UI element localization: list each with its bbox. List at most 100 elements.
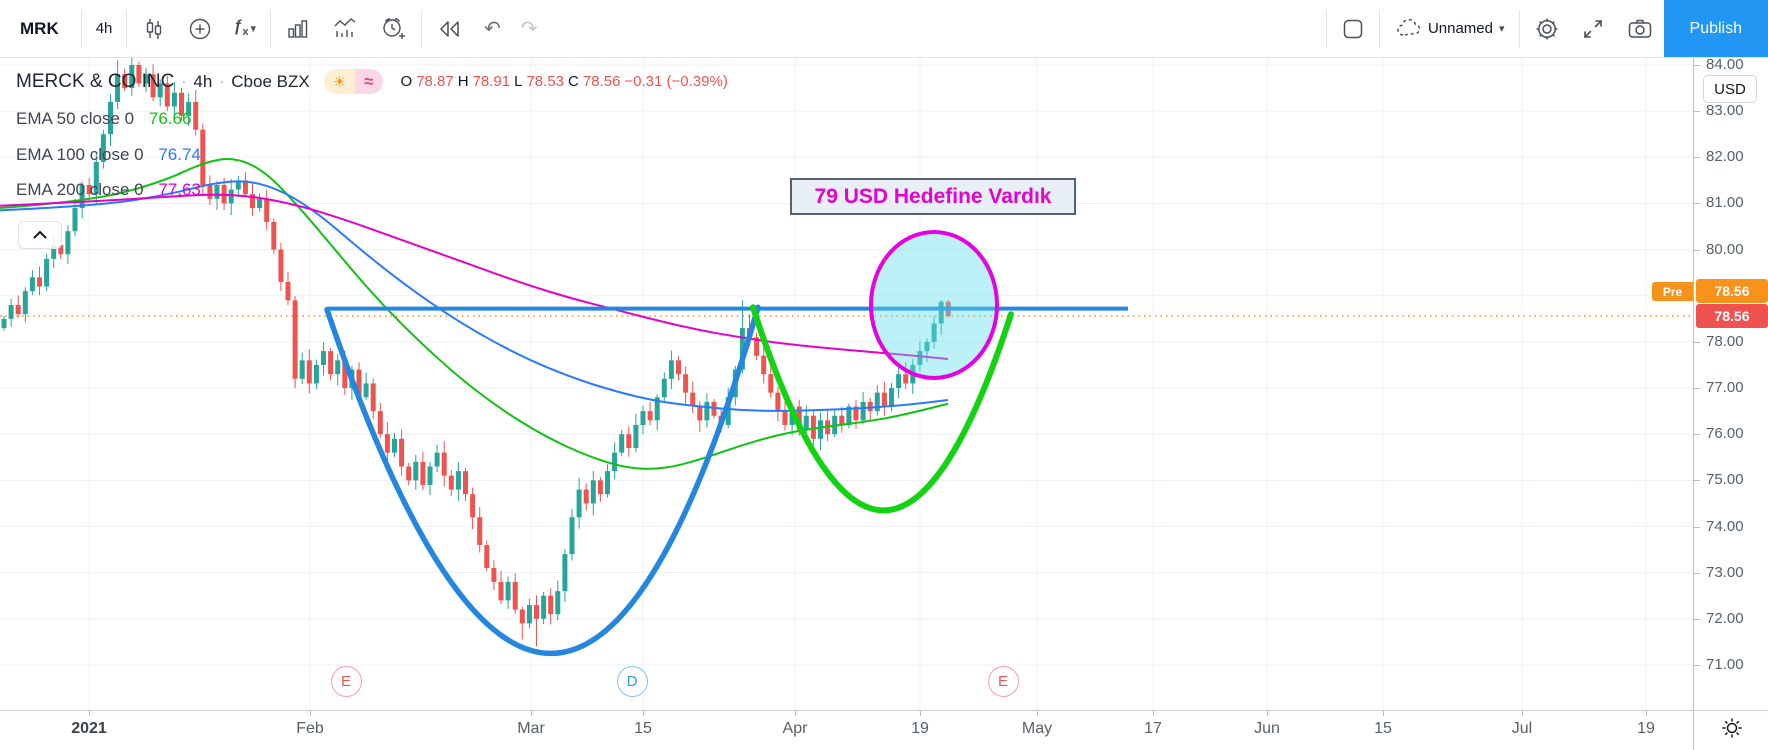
price-axis[interactable]: USD 78.56 78.56 84.00 83.00 82.00 81.00 80.0… xyxy=(1693,56,1768,710)
redo-button[interactable]: ↷ xyxy=(511,10,548,48)
time-axis[interactable]: 2021 Feb Mar 15 Apr 19 May 17 Jun 15 Jul 19 xyxy=(0,710,1768,750)
time-axis-label: 19 xyxy=(1637,720,1655,737)
chart-legend-row[interactable]: MERCK & CO INC · 4h · Cboe BZX ☀ ≈ O 78.… xyxy=(16,69,732,94)
price-tick-mark xyxy=(1694,664,1700,666)
time-axis-label: 17 xyxy=(1144,720,1162,737)
chevron-up-icon xyxy=(33,226,47,244)
plus-circle-icon xyxy=(187,16,213,42)
price-tick-mark xyxy=(1694,157,1700,159)
alert-button[interactable] xyxy=(369,10,417,48)
candlestick-chart-canvas[interactable] xyxy=(0,57,1693,710)
legend-separator: · xyxy=(219,73,225,90)
time-axis-label: Apr xyxy=(782,720,808,737)
symbol-search-button[interactable]: MRK xyxy=(20,18,59,38)
chart-pane[interactable]: MERCK & CO INC · 4h · Cboe BZX ☀ ≈ O 78.… xyxy=(0,57,1693,710)
indicator-row-ema50[interactable]: EMA 50 close 0 76.66 xyxy=(16,109,191,129)
chevron-down-icon: ▾ xyxy=(250,23,256,35)
price-target-annotation[interactable]: 79 USD Hedefine Vardık xyxy=(790,178,1076,215)
indicator-name: EMA 200 close 0 xyxy=(16,180,144,199)
camera-icon xyxy=(1626,16,1654,42)
cup-arc-blue-drawing[interactable] xyxy=(324,304,761,657)
legend-exchange: Cboe BZX xyxy=(231,71,310,91)
price-tick-mark xyxy=(1694,434,1700,436)
price-axis-label: 84.00 xyxy=(1706,56,1744,73)
publish-button[interactable]: Publish xyxy=(1663,0,1768,57)
toolbar-separator xyxy=(420,9,422,48)
theme-toggle-cell[interactable] xyxy=(1693,711,1768,750)
layout-select-button[interactable] xyxy=(1331,10,1375,48)
price-tick-mark xyxy=(1694,526,1700,528)
screenshot-button[interactable] xyxy=(1616,10,1664,48)
price-axis-label: 76.00 xyxy=(1706,425,1744,443)
legend-collapse-button[interactable] xyxy=(18,221,62,249)
dividend-marker[interactable]: D xyxy=(616,666,648,697)
indicator-templates-button[interactable] xyxy=(275,10,321,48)
indicator-name: EMA 100 close 0 xyxy=(16,145,144,164)
toolbar-separator xyxy=(1378,9,1380,48)
indicator-row-ema200[interactable]: EMA 200 close 0 77.63 xyxy=(16,180,201,200)
time-tick-mark xyxy=(1153,711,1154,716)
premarket-sun-icon: ☀ xyxy=(323,69,356,94)
gear-icon xyxy=(1534,16,1560,42)
time-axis-label: 19 xyxy=(911,720,929,737)
top-toolbar: MRK 4h ƒx ▾ xyxy=(0,0,1768,58)
price-tick-mark xyxy=(1694,572,1700,574)
toolbar-separator xyxy=(1518,9,1520,48)
grid-lines xyxy=(0,57,1693,710)
price-axis-label: 78.00 xyxy=(1706,332,1744,350)
forecast-tools-button[interactable] xyxy=(321,10,369,48)
price-axis-label: 72.00 xyxy=(1706,609,1744,627)
high-label: H xyxy=(457,73,469,90)
price-tick-mark xyxy=(1694,388,1700,390)
price-axis-label: 82.00 xyxy=(1706,148,1744,166)
toolbar-separator xyxy=(269,9,271,48)
wave-indicator-icon xyxy=(331,16,359,42)
chart-settings-button[interactable] xyxy=(1524,10,1570,48)
indicator-value: 76.66 xyxy=(148,109,192,128)
time-axis-label: 2021 xyxy=(71,720,107,737)
undo-button[interactable]: ↶ xyxy=(474,10,511,48)
time-tick-mark xyxy=(1646,711,1647,716)
cup-arc-green-drawing[interactable] xyxy=(750,304,1014,514)
compare-button[interactable] xyxy=(177,10,223,48)
market-status-badges: ☀ ≈ xyxy=(323,69,383,94)
time-axis-label: Mar xyxy=(517,720,545,737)
time-tick-mark xyxy=(310,711,311,716)
earnings-marker[interactable]: E xyxy=(987,666,1019,697)
time-axis-label: Jun xyxy=(1254,720,1280,737)
price-axis-label: 83.00 xyxy=(1706,102,1744,120)
candlestick-icon xyxy=(141,16,167,42)
currency-unit-button[interactable]: USD xyxy=(1703,75,1757,103)
chart-style-button[interactable] xyxy=(131,10,177,48)
interval-button[interactable]: 4h xyxy=(95,20,113,37)
time-tick-mark xyxy=(89,711,90,716)
indicator-value: 76.74 xyxy=(158,145,201,164)
price-tick-mark xyxy=(1694,65,1700,66)
toolbar-separator xyxy=(126,9,128,48)
layout-name-label: Unnamed xyxy=(1427,20,1493,37)
time-tick-mark xyxy=(531,711,532,716)
legend-symbol-title: MERCK & CO INC xyxy=(16,70,175,92)
ema-line-ema50[interactable] xyxy=(0,158,949,470)
bar-replay-button[interactable] xyxy=(426,10,474,48)
earnings-marker[interactable]: E xyxy=(330,666,362,697)
alarm-clock-plus-icon xyxy=(379,15,407,43)
time-tick-mark xyxy=(920,711,921,716)
save-layout-button[interactable]: Unnamed ▾ xyxy=(1384,10,1515,48)
price-tick-mark xyxy=(1694,480,1700,482)
ohlc-readout: O 78.87 H 78.91 L 78.53 C 78.56 −0.31 (−… xyxy=(401,73,732,90)
delayed-data-icon: ≈ xyxy=(355,69,383,94)
premarket-price-badge: 78.56 xyxy=(1696,279,1768,303)
premarket-price-label: Pre xyxy=(1652,282,1693,301)
time-axis-label: Feb xyxy=(296,720,324,737)
ema-line-ema200[interactable] xyxy=(0,193,949,360)
fullscreen-button[interactable] xyxy=(1570,10,1616,48)
price-tick-mark xyxy=(1694,203,1700,205)
open-label: O xyxy=(400,73,413,90)
breakout-ellipse-drawing[interactable] xyxy=(869,229,999,380)
fx-icon: ƒx xyxy=(233,18,249,39)
indicator-row-ema100[interactable]: EMA 100 close 0 76.74 xyxy=(16,145,201,165)
indicators-button[interactable]: ƒx ▾ xyxy=(223,10,266,48)
time-tick-mark xyxy=(1267,711,1268,716)
